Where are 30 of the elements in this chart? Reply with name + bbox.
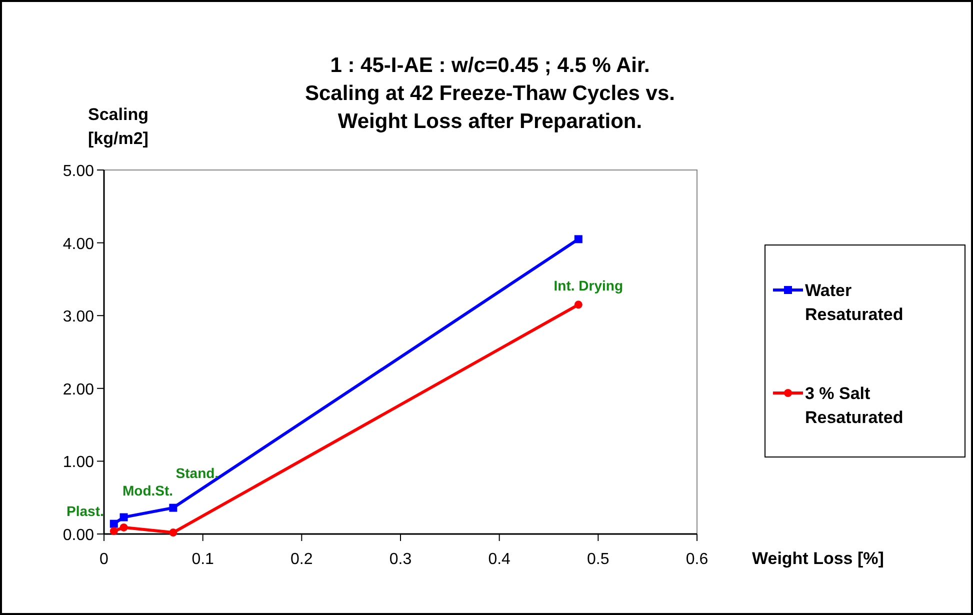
point	[169, 504, 178, 512]
legend-label: Water Resaturated	[805, 281, 904, 324]
point	[169, 528, 178, 537]
annotation: Plast.	[66, 502, 104, 519]
annotation: Int. Drying	[554, 278, 624, 294]
point	[120, 513, 128, 522]
point	[110, 527, 118, 536]
point	[110, 520, 118, 528]
chart-title: 1 : 45-I-AE : w/c=0.45 ; 4.5 % Air. Scaling at 42 Freeze-Thaw Cycles vs. Weight Loss after Preparation.	[304, 54, 676, 133]
x-tick-label: 0.1	[192, 551, 214, 568]
annotation: Mod.St.	[122, 482, 174, 498]
y-tick-label: 5.00	[62, 163, 94, 180]
y-axis-title: Scaling [kg/m2]	[88, 105, 148, 148]
x-tick-label: 0.4	[488, 551, 511, 568]
x-tick-label: 0.6	[686, 551, 708, 568]
legend-label: 3 % Salt Resaturated	[805, 384, 904, 427]
x-tick-label: 0.2	[290, 551, 313, 568]
x-tick-label: 0.3	[389, 551, 412, 568]
point	[120, 523, 128, 532]
x-axis-title: Weight Loss [%]	[752, 549, 884, 568]
x-tick-label: 0	[100, 551, 109, 568]
y-tick-label: 2.00	[62, 381, 94, 398]
y-tick-label: 3.00	[62, 308, 94, 326]
point	[574, 300, 582, 309]
annotation: Stand.	[176, 464, 219, 481]
y-tick-label: 0.00	[62, 527, 94, 544]
x-tick-label: 0.5	[587, 551, 610, 568]
y-tick-label: 4.00	[62, 236, 94, 253]
point	[574, 235, 582, 244]
y-tick-label: 1.00	[62, 454, 94, 472]
